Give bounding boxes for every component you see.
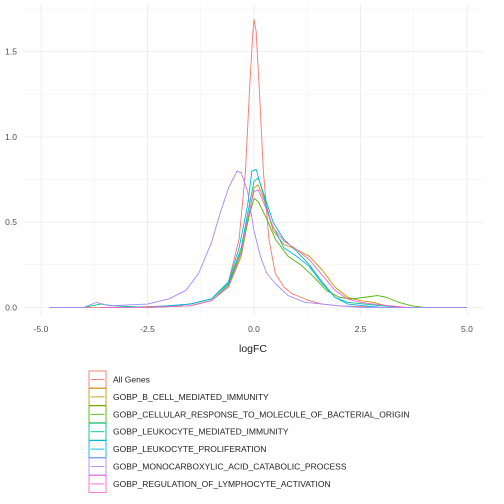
density-curve-3 (100, 197, 467, 308)
x-axis-tick-labels: -5.0 -2.5 0.0 2.5 5.0 (34, 324, 473, 334)
legend-label: GOBP_MONOCARBOXYLIC_ACID_CATABOLIC_PROCE… (113, 462, 347, 472)
y-tick-label: 0.0 (5, 302, 17, 312)
x-tick-label: 5.0 (461, 324, 473, 334)
major-gridlines (24, 4, 484, 316)
x-tick-label: -2.5 (140, 324, 155, 334)
y-axis-tick-labels: 0.0 0.5 1.0 1.5 (5, 47, 17, 313)
y-tick-label: 1.0 (5, 132, 17, 142)
density-curve-2 (100, 184, 404, 308)
density-curve-7 (100, 189, 408, 308)
x-tick-label: 0.0 (248, 324, 260, 334)
legend-label: GOBP_REGULATION_OF_LYMPHOCYTE_ACTIVATION (113, 479, 331, 489)
x-axis-title: logFC (239, 343, 267, 355)
legend-label: GOBP_LEUKOCYTE_MEDIATED_IMMUNITY (113, 427, 289, 437)
x-tick-label: 2.5 (355, 324, 367, 334)
legend: All Genes GOBP_B_CELL_MEDIATED_IMMUNITY GO… (88, 370, 410, 493)
density-curve-5 (100, 168, 382, 308)
y-tick-label: 0.5 (5, 217, 17, 227)
density-curve-1 (49, 18, 467, 308)
legend-label: GOBP_LEUKOCYTE_PROLIFERATION (113, 444, 266, 454)
density-curves (49, 18, 467, 308)
y-tick-label: 1.5 (5, 47, 17, 57)
density-curve-6 (49, 170, 467, 308)
legend-label: GOBP_B_CELL_MEDIATED_IMMUNITY (113, 392, 269, 402)
legend-label: All Genes (113, 375, 150, 385)
x-tick-label: -5.0 (34, 324, 49, 334)
density-curve-4 (49, 177, 467, 308)
legend-label: GOBP_CELLULAR_RESPONSE_TO_MOLECULE_OF_BA… (113, 409, 410, 419)
